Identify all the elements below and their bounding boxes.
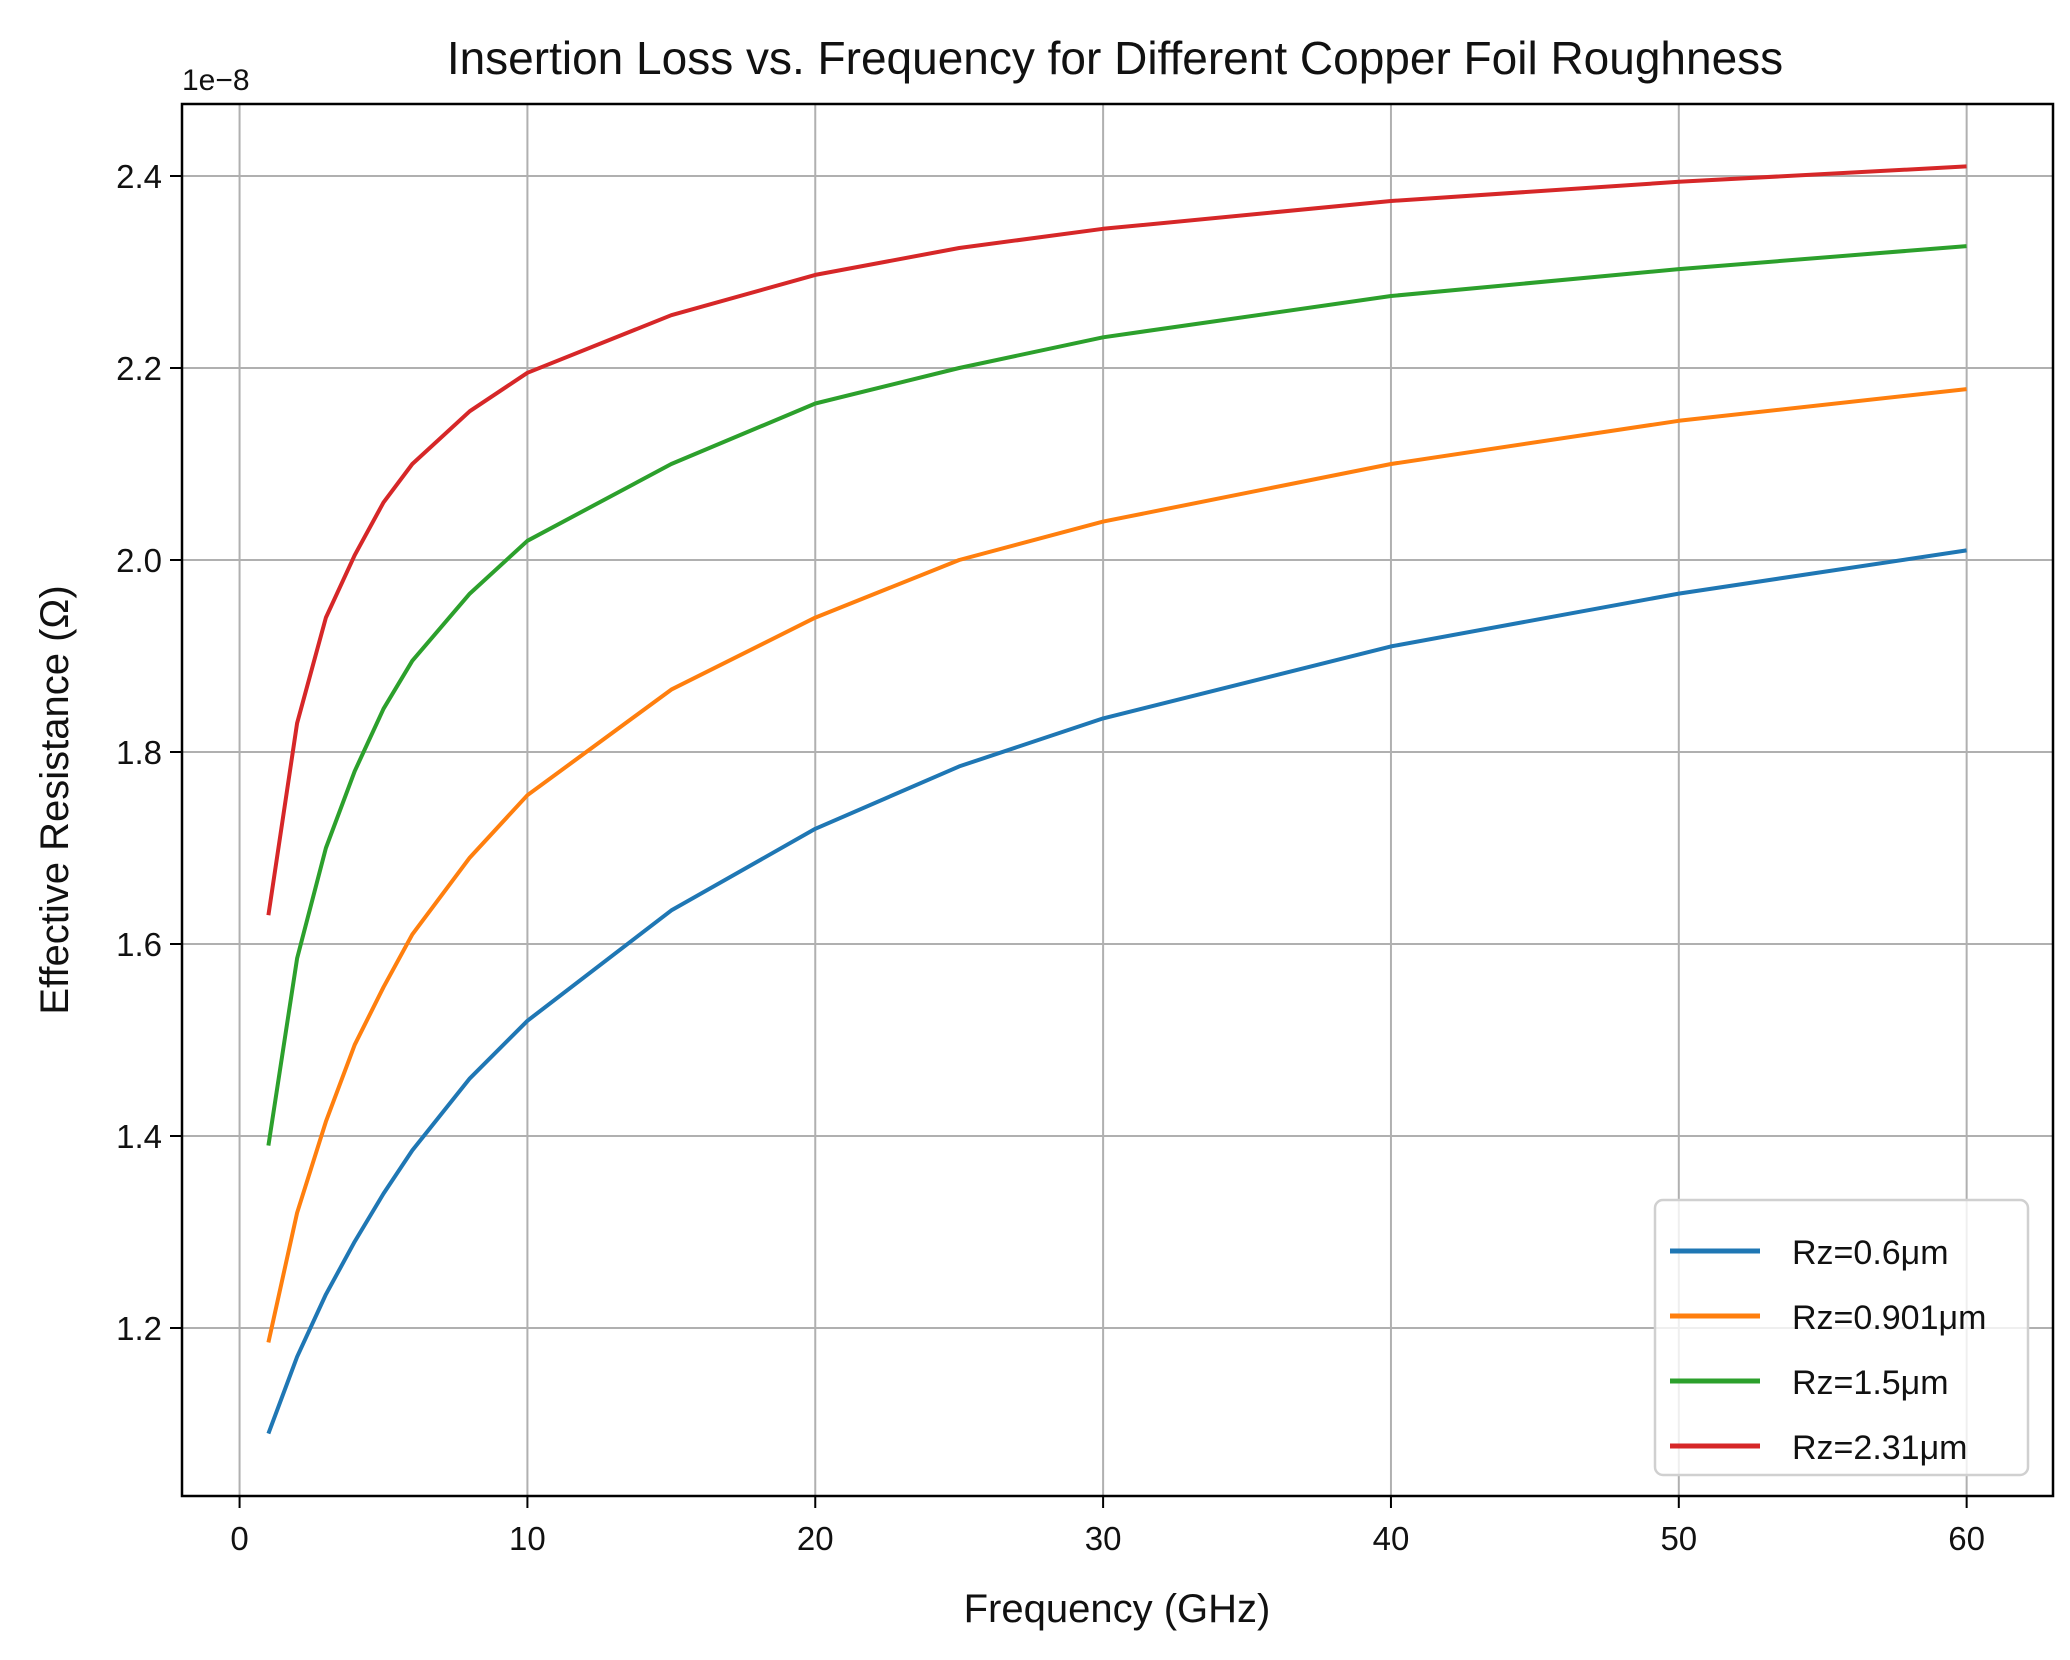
axes-frame	[180, 102, 2055, 1498]
x-tick-label: 0	[230, 1520, 248, 1557]
series-line	[266, 164, 1967, 916]
series-line	[266, 387, 1967, 1343]
ticks: 0 10 20 30 40 50 60 1.2 1.4 1.6 1.8 2.0 2.2 2.4	[116, 158, 1985, 1557]
series-line	[266, 548, 1967, 1435]
legend-box	[1653, 1198, 2030, 1477]
y-tick-label: 1.6	[116, 926, 162, 963]
legend-label: Rz=2.31μm	[1792, 1429, 1968, 1467]
x-tick-label: 20	[797, 1520, 834, 1557]
y-tick-label: 2.4	[116, 158, 162, 195]
x-tick-label: 40	[1373, 1520, 1410, 1557]
x-axis-label: Frequency (GHz)	[964, 1587, 1271, 1631]
series-line	[266, 244, 1967, 1146]
y-tick-label: 1.4	[116, 1118, 162, 1155]
x-tick-label: 50	[1660, 1520, 1697, 1557]
y-axis-label: Effective Resistance (Ω)	[33, 585, 77, 1014]
x-tick-label: 30	[1085, 1520, 1122, 1557]
legend-label: Rz=0.901μm	[1792, 1299, 1986, 1337]
x-tick-label: 10	[509, 1520, 546, 1557]
y-tick-label: 1.2	[116, 1310, 162, 1347]
legend-label: Rz=0.6μm	[1792, 1234, 1949, 1272]
legend-label: Rz=1.5μm	[1792, 1364, 1949, 1402]
y-tick-label: 2.2	[116, 350, 162, 387]
y-tick-label: 1.8	[116, 734, 162, 771]
series-lines	[266, 164, 1967, 1435]
x-tick-label: 60	[1948, 1520, 1985, 1557]
y-offset-label: 1e−8	[182, 64, 250, 97]
grid	[182, 104, 2053, 1496]
legend: Rz=0.6μm Rz=0.901μm Rz=1.5μm Rz=2.31μm	[1653, 1198, 2030, 1477]
chart-title: Insertion Loss vs. Frequency for Differe…	[447, 32, 1783, 84]
y-tick-label: 2.0	[116, 542, 162, 579]
